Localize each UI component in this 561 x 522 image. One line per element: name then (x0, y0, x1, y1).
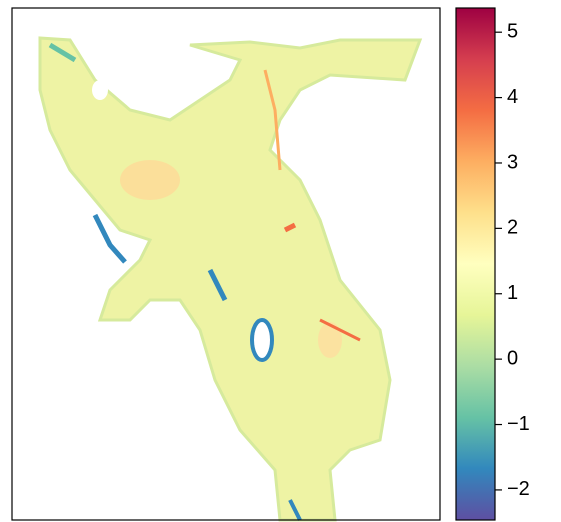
map-hole (252, 320, 272, 360)
colorbar-tick-label: 4 (507, 86, 518, 108)
map-patch (120, 160, 180, 200)
colorbar-tick-label: −1 (507, 413, 530, 435)
map-hole (92, 80, 108, 100)
raster-map (40, 38, 420, 520)
colorbar-tick-label: −2 (507, 478, 530, 500)
colorbar-tick-label: 0 (507, 347, 518, 369)
colorbar-tick-label: 3 (507, 151, 518, 173)
colorbar-tick-label: 5 (507, 20, 518, 42)
chart: −2 −1 0 1 2 3 4 5 (0, 0, 561, 522)
colorbar-tick-label: 1 (507, 282, 518, 304)
colorbar (456, 8, 495, 520)
colorbar-tick-label: 2 (507, 217, 518, 239)
map-patch (318, 322, 342, 358)
map-water (40, 38, 420, 520)
